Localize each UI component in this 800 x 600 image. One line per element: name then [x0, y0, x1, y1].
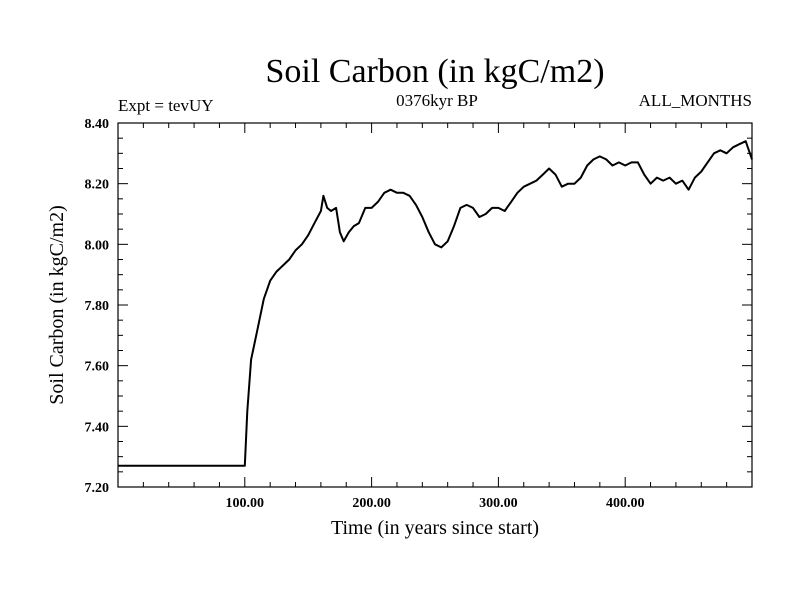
y-tick-label: 7.80	[85, 299, 110, 314]
y-tick-label: 8.40	[85, 117, 110, 132]
x-axis-label: Time (in years since start)	[331, 517, 539, 539]
x-tick-label: 200.00	[352, 496, 391, 511]
chart-subtitle-center: 0376kyr BP	[396, 91, 478, 110]
y-tick-label: 8.00	[85, 238, 110, 253]
series-group	[118, 140, 753, 467]
chart-subtitle-right: ALL_MONTHS	[639, 91, 752, 110]
y-tick-label: 7.40	[85, 420, 110, 435]
axis-ticks	[118, 123, 752, 487]
x-tick-label: 100.00	[226, 496, 265, 511]
chart-subtitle-left: Expt = tevUY	[118, 96, 214, 115]
axis-tick-labels: 100.00 200.00 300.00 400.00 7.20 7.40 7.60 7.80…	[85, 117, 645, 511]
soil-carbon-series-line	[118, 140, 753, 467]
y-tick-label: 7.60	[85, 360, 110, 375]
x-tick-label: 400.00	[606, 496, 645, 511]
chart-title: Soil Carbon (in kgC/m2)	[265, 53, 604, 90]
x-tick-label: 300.00	[479, 496, 518, 511]
y-tick-label: 8.20	[85, 178, 110, 193]
y-tick-label: 7.20	[85, 481, 110, 496]
y-axis-label: Soil Carbon (in kgC/m2)	[46, 205, 68, 404]
